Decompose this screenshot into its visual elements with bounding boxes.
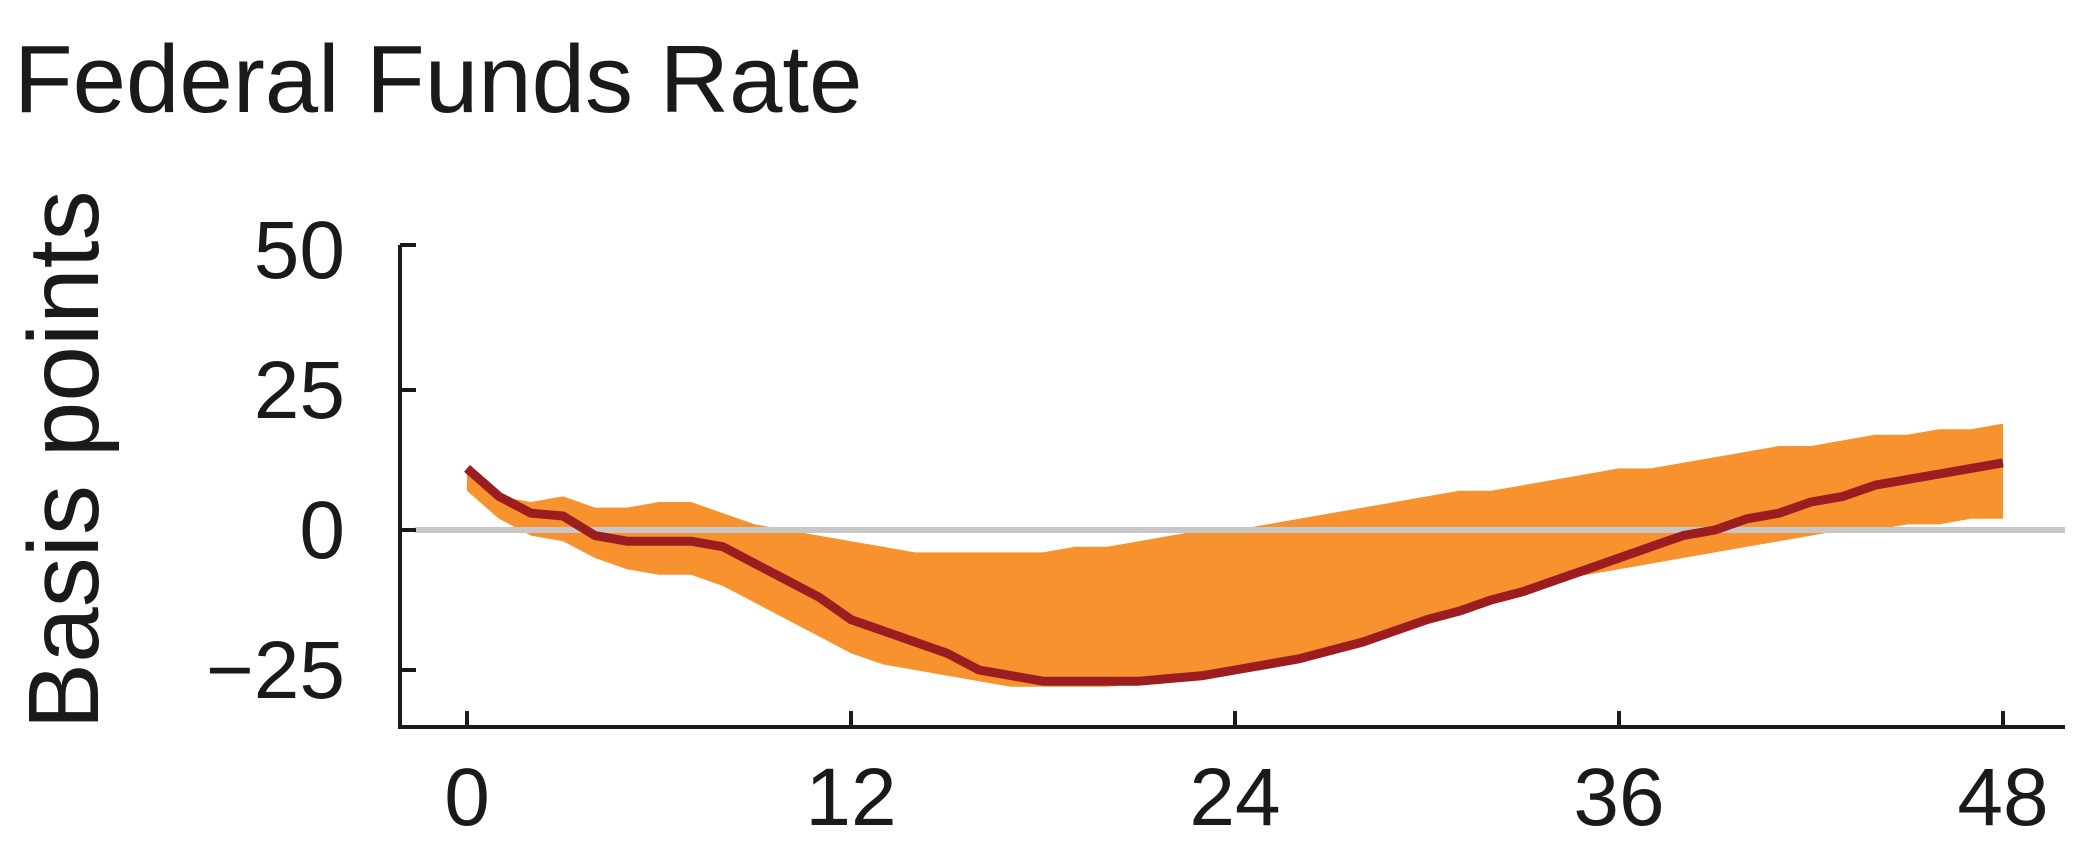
y-axis-label: Basis points	[8, 190, 120, 729]
chart-title: Federal Funds Rate	[14, 26, 862, 133]
x-tick-label: 48	[1957, 752, 2048, 843]
y-tick-label: 50	[254, 205, 345, 296]
plot-area: 50 25 0 −25 0 12 24 36 48	[206, 205, 2065, 843]
x-tick-label: 12	[805, 752, 896, 843]
median-response-line	[464, 458, 2004, 686]
y-tick-label: 25	[254, 345, 345, 436]
y-tick-label: −25	[206, 625, 345, 716]
x-tick-label: 24	[1189, 752, 1280, 843]
confidence-band	[467, 423, 2003, 687]
x-tick-label: 0	[444, 752, 490, 843]
y-tick-label: 0	[299, 485, 345, 576]
x-tick-label: 36	[1573, 752, 1664, 843]
